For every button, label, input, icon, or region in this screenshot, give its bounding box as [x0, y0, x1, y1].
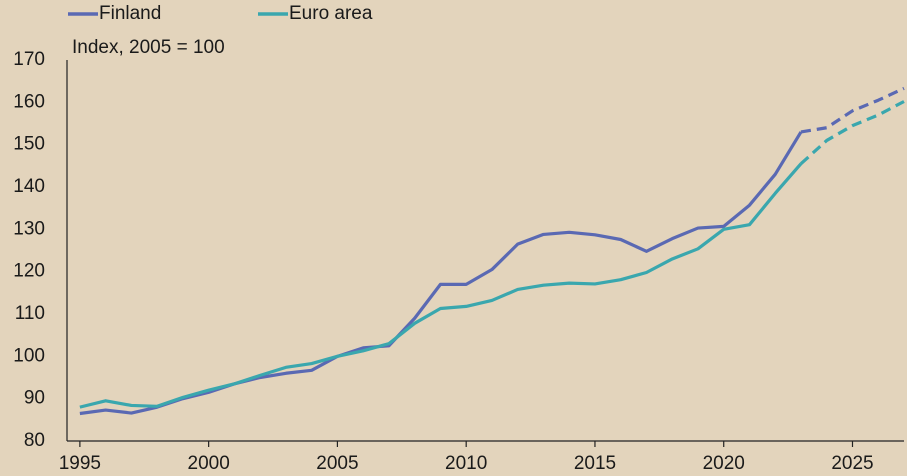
series-line — [79, 131, 803, 416]
y-axis-label: Index, 2005 = 100 — [72, 37, 225, 58]
forecast-line — [800, 86, 905, 134]
x-tick-label: 2010 — [445, 453, 487, 474]
x-tick-label: 2020 — [703, 453, 745, 474]
legend-label: Euro area — [289, 3, 373, 24]
x-tick-label: 2000 — [188, 453, 230, 474]
y-tick-label: 120 — [13, 261, 45, 282]
y-tick-label: 150 — [13, 134, 45, 155]
legend-label: Finland — [99, 3, 161, 24]
forecast-line — [799, 100, 905, 165]
series-line — [79, 162, 803, 409]
y-tick-label: 90 — [24, 388, 45, 409]
x-tick-label: 2025 — [831, 453, 873, 474]
y-tick-label: 80 — [24, 430, 45, 451]
y-tick-label: 110 — [15, 303, 45, 324]
y-tick-label: 170 — [13, 49, 45, 70]
y-tick-label: 100 — [13, 345, 45, 366]
y-tick-label: 140 — [13, 176, 45, 197]
x-tick-label: 2005 — [316, 453, 358, 474]
y-tick-label: 130 — [13, 218, 45, 239]
x-tick-label: 1995 — [59, 453, 101, 474]
y-tick-label: 160 — [13, 91, 45, 112]
x-tick-label: 2015 — [574, 453, 616, 474]
